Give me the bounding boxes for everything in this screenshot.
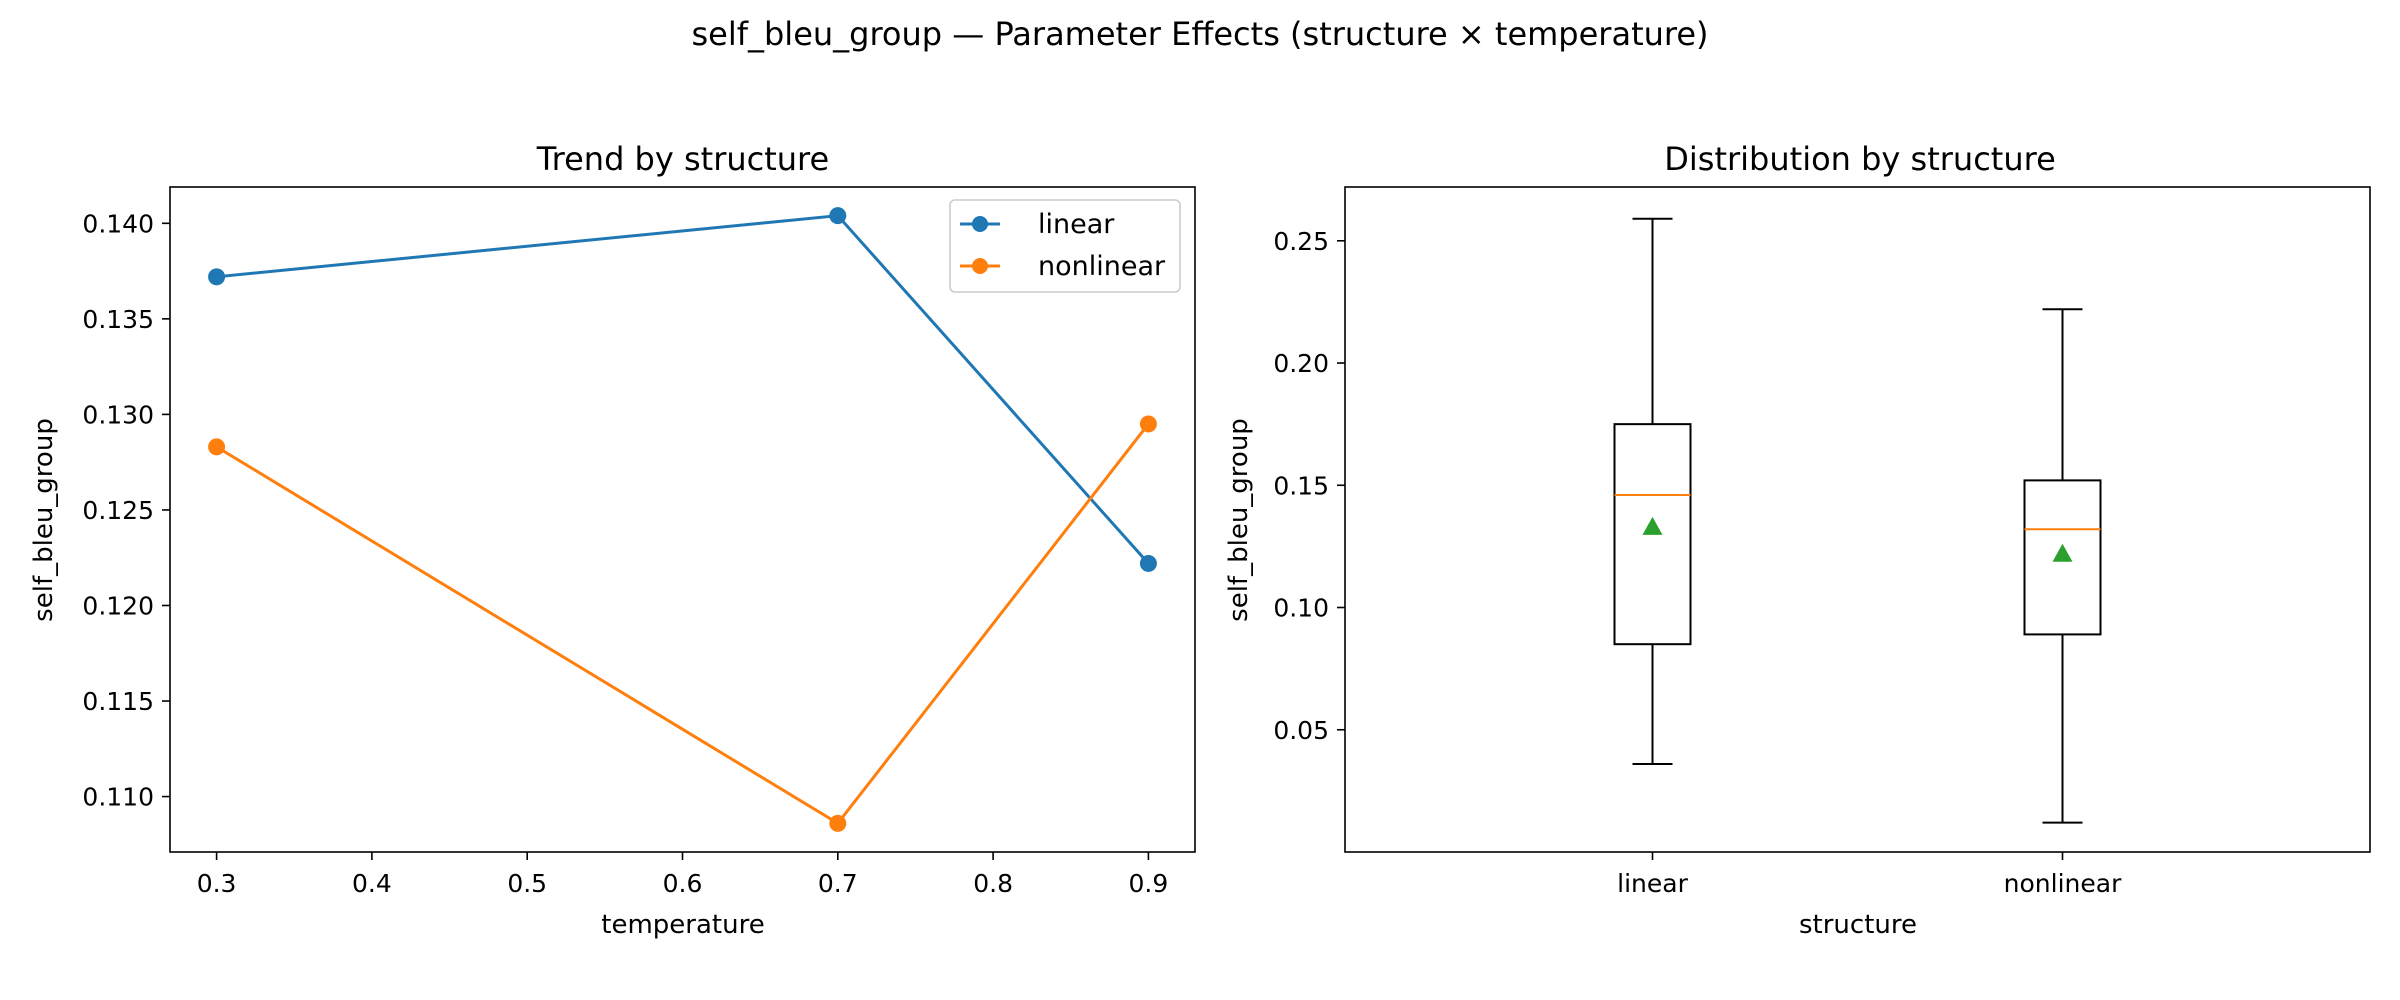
iqr-box: [2023, 479, 2102, 636]
y-tick-label: 0.10: [1273, 594, 1329, 623]
x-tick-label: 0.9: [1129, 869, 1169, 898]
data-point-nonlinear: [829, 814, 847, 832]
legend-marker-linear: [972, 216, 988, 232]
distribution-y-ticks: 0.05 0.10 0.15 0.20 0.25: [1273, 227, 1345, 745]
x-tick-label: nonlinear: [2004, 869, 2122, 898]
trend-x-axis-label: temperature: [601, 910, 764, 940]
x-tick-label: 0.7: [818, 869, 858, 898]
y-tick-label: 0.135: [82, 305, 154, 334]
y-tick-label: 0.15: [1273, 471, 1329, 500]
y-tick-label: 0.110: [82, 783, 154, 812]
x-tick-label: 0.6: [663, 869, 703, 898]
trend-chart: Trend by structure 0.3 0.4 0.5 0.6 0.7 0.8 0.9…: [29, 140, 1196, 940]
data-point-nonlinear: [208, 438, 226, 456]
distribution-x-ticks: linear nonlinear: [1617, 852, 2122, 898]
y-tick-label: 0.125: [82, 496, 154, 525]
data-point-linear: [1139, 554, 1157, 572]
y-tick-label: 0.115: [82, 687, 154, 716]
distribution-x-axis-label: structure: [1799, 910, 1917, 940]
y-tick-label: 0.05: [1273, 716, 1329, 745]
iqr-box: [1613, 423, 1692, 646]
distribution-plot-frame: [1344, 186, 2371, 853]
trend-chart-title: Trend by structure: [536, 140, 829, 178]
y-tick-label: 0.20: [1273, 349, 1329, 378]
y-tick-label: 0.130: [82, 400, 154, 429]
x-tick-label: 0.4: [352, 869, 392, 898]
data-point-linear: [829, 207, 847, 225]
y-tick-label: 0.25: [1273, 227, 1329, 256]
trend-plot-frame: [169, 186, 1196, 853]
legend-label-nonlinear: nonlinear: [1038, 251, 1166, 282]
box-nonlinear: [2023, 308, 2102, 824]
data-point-linear: [208, 268, 226, 286]
distribution-chart-title: Distribution by structure: [1664, 140, 2056, 178]
distribution-y-axis-label: self_bleu_group: [1224, 418, 1254, 622]
mean-marker: [2052, 543, 2073, 562]
distribution-chart: Distribution by structure linear nonlinea…: [1224, 140, 2371, 940]
trend-series: [208, 207, 1157, 832]
box-linear: [1613, 217, 1692, 765]
x-tick-label: linear: [1617, 869, 1688, 898]
legend-frame: [949, 199, 1181, 293]
x-tick-label: 0.3: [197, 869, 237, 898]
legend-marker-nonlinear: [972, 258, 988, 274]
legend-label-linear: linear: [1038, 209, 1115, 240]
y-tick-label: 0.140: [82, 209, 154, 238]
trend-x-ticks: 0.3 0.4 0.5 0.6 0.7 0.8 0.9: [197, 852, 1169, 898]
distribution-plot-area: [1345, 187, 2370, 852]
x-tick-label: 0.8: [973, 869, 1013, 898]
trend-legend: linear nonlinear: [949, 199, 1181, 293]
distribution-boxes: [1613, 217, 2102, 824]
trend-y-axis-label: self_bleu_group: [29, 418, 59, 622]
figure-suptitle: self_bleu_group — Parameter Effects (str…: [691, 15, 1708, 53]
data-point-nonlinear: [1139, 415, 1157, 433]
trend-y-ticks: 0.110 0.115 0.120 0.125 0.130 0.135 0.140: [82, 209, 170, 812]
mean-marker: [1642, 516, 1663, 535]
y-tick-label: 0.120: [82, 591, 154, 620]
trend-plot-area: [170, 187, 1195, 852]
x-tick-label: 0.5: [507, 869, 547, 898]
